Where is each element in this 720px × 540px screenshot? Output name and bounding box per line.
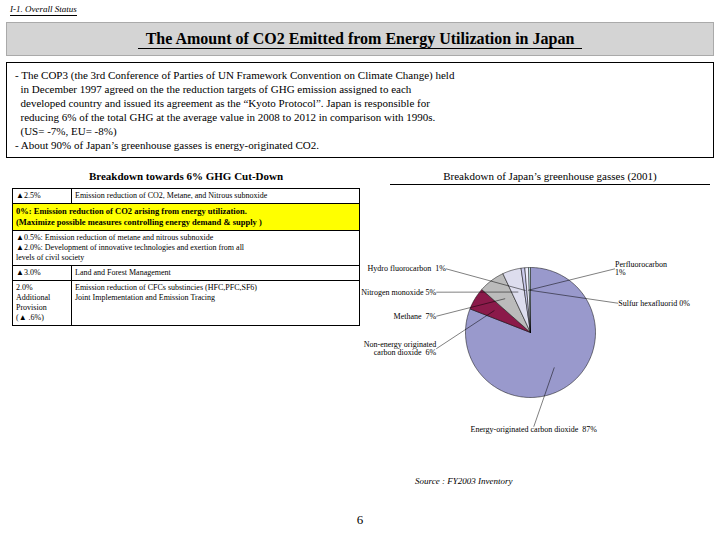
html-text:Source : FY2003 Inventory: Source : FY2003 Inventory bbox=[415, 476, 513, 486]
svg-text:Methane 7%: Methane 7% bbox=[394, 312, 437, 321]
html-text:- About 90% of Japan’s greenho: - About 90% of Japan’s greenhouse gasses… bbox=[15, 139, 320, 151]
svg-text:Sulfur hexafluorid 0%: Sulfur hexafluorid 0% bbox=[618, 299, 690, 308]
svg-text:Nitrogen monoxide 5%: Nitrogen monoxide 5% bbox=[361, 288, 436, 297]
html-text:2.0% Additional Provision (▲ .: 2.0% Additional Provision (▲ .6%) bbox=[16, 283, 51, 322]
html-text:in December 1997 agreed on the: in December 1997 agreed on the the reduc… bbox=[15, 83, 412, 95]
html-text:I-1. Overall Status: I-1. Overall Status bbox=[10, 4, 77, 14]
html-text:Breakdown of Japan’s greenhous: Breakdown of Japan’s greenhouse gasses (… bbox=[443, 170, 657, 182]
html-text:Emission reduction of CFCs sub: Emission reduction of CFCs substincies (… bbox=[75, 283, 257, 302]
html-text:▲0.5%: Emission reduction of m: ▲0.5%: Emission reduction of metane and … bbox=[16, 233, 245, 262]
html-text:Breakdown towards 6% GHG Cut-D: Breakdown towards 6% GHG Cut-Down bbox=[88, 170, 284, 182]
html-text:Emission reduction of CO2, Met: Emission reduction of CO2, Metane, and N… bbox=[75, 191, 268, 200]
html-text:6: 6 bbox=[356, 512, 364, 527]
html-text:▲3.0%: ▲3.0% bbox=[16, 268, 41, 277]
svg-text:Hydro fluorocarbon 1%: Hydro fluorocarbon 1% bbox=[368, 264, 447, 273]
html-text:0%: Emission reduction of CO2: 0%: Emission reduction of CO2 arising fr… bbox=[16, 206, 262, 227]
html-text:The Amount of CO2 Emitted from: The Amount of CO2 Emitted from Energy Ut… bbox=[145, 29, 575, 47]
html-text:- The COP3 (the 3rd Conference: - The COP3 (the 3rd Conference of Partie… bbox=[15, 69, 455, 81]
html-text:(US= -7%, EU= -8%): (US= -7%, EU= -8%) bbox=[15, 125, 117, 137]
svg-text:Non-energy originatedcarbon di: Non-energy originatedcarbon dioxide 6% bbox=[364, 340, 437, 357]
svg-text:Perfluorocarbon1%: Perfluorocarbon1% bbox=[615, 260, 667, 277]
html-text:▲2.5%: ▲2.5% bbox=[16, 191, 41, 200]
html-text:Land and Forest Management: Land and Forest Management bbox=[75, 268, 171, 277]
html-text:reducing 6% of the total GHG a: reducing 6% of the total GHG at the aver… bbox=[15, 111, 436, 123]
html-text:developed country and issued i: developed country and issued its agreeme… bbox=[15, 97, 430, 109]
svg-text:Energy-originated carbon dioxi: Energy-originated carbon dioxide 87% bbox=[471, 425, 598, 434]
